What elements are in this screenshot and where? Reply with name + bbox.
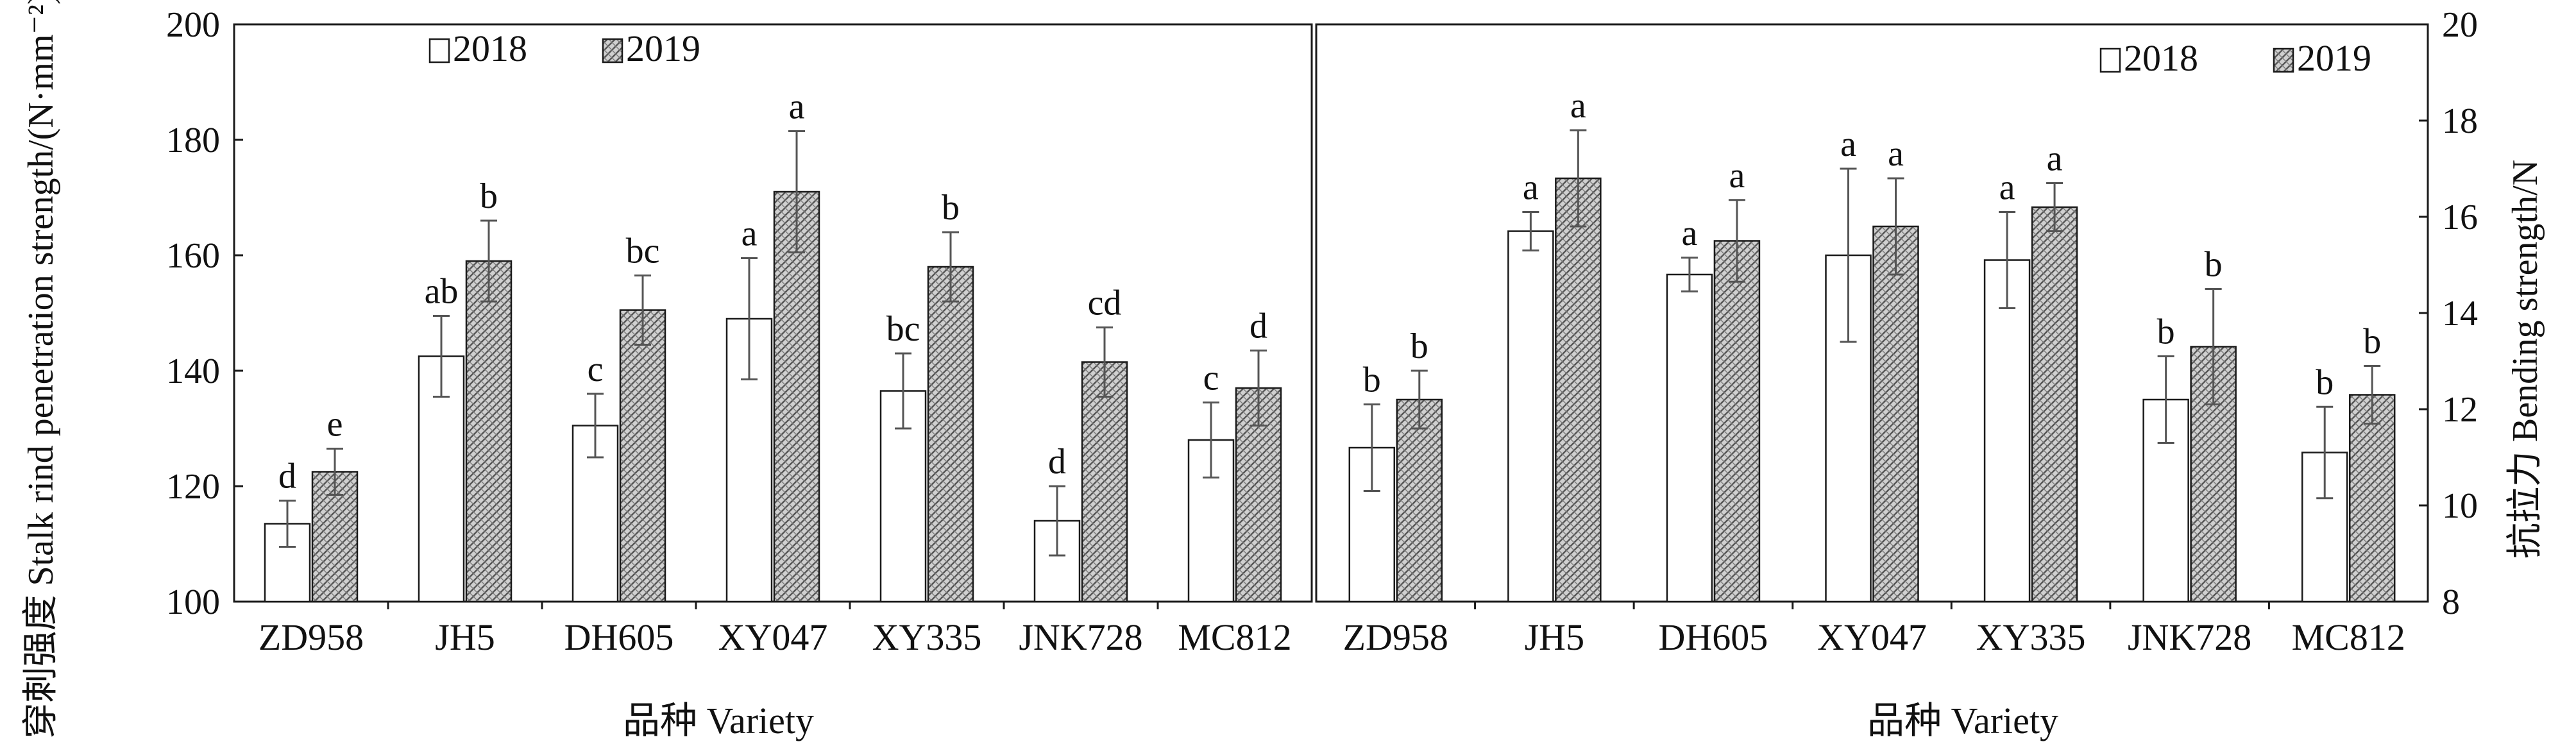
left-significance-letter: d [1048, 442, 1066, 482]
right-y-tick-label: 12 [2442, 390, 2478, 430]
left-x-tick-label: ZD958 [258, 616, 364, 658]
right-significance-letter: a [1681, 214, 1697, 253]
right-legend-swatch-2019 [2273, 47, 2294, 73]
right-x-tick-label: JNK728 [2128, 616, 2251, 658]
left-significance-letter: d [278, 457, 296, 496]
right-x-tick-label: DH605 [1659, 616, 1768, 658]
right-significance-letter: b [1363, 360, 1381, 400]
right-legend-swatch-2018 [2099, 47, 2121, 73]
right-y-tick-label: 16 [2442, 198, 2478, 237]
right-significance-letter: a [1840, 124, 1856, 164]
right-bar-2019-JH5 [1555, 177, 1602, 603]
left-bar-2019-JH5 [465, 260, 513, 603]
left-y-tick-label: 120 [166, 467, 220, 507]
left-significance-letter: d [1250, 307, 1267, 346]
left-y-tick-label: 200 [166, 5, 220, 45]
right-bar-2019-MC812 [2348, 394, 2396, 603]
left-plot-area: 100120140160180200ZD958deJH5abbDH605cbcX… [166, 5, 1313, 658]
left-significance-letter: bc [886, 309, 920, 349]
right-y-axis-label: 抗拉力 Bending strength/N [2505, 160, 2545, 559]
right-significance-letter: b [2316, 362, 2334, 402]
right-bar-2019-ZD958 [1396, 398, 1443, 603]
left-legend-swatch-2018 [428, 38, 450, 63]
left-significance-letter: ab [425, 272, 459, 312]
left-significance-letter: a [789, 87, 805, 127]
right-significance-letter: b [1411, 326, 1428, 366]
right-bar-2019-XY335 [2031, 206, 2078, 603]
left-legend-label-2019: 2019 [626, 28, 700, 69]
left-y-tick-label: 180 [166, 121, 220, 160]
right-bar-2019-XY047 [1872, 225, 1919, 603]
right-significance-letter: a [1999, 168, 2015, 208]
right-significance-letter: a [1523, 168, 1539, 208]
left-significance-letter: b [480, 176, 498, 216]
right-legend-label-2019: 2019 [2297, 37, 2371, 79]
left-bar-2018-DH605 [572, 425, 619, 603]
right-x-axis-label: 品种 Variety [1867, 700, 2058, 741]
right-bar-2018-ZD958 [1348, 446, 1396, 603]
left-significance-letter: b [942, 188, 960, 228]
left-significance-letter: c [1203, 359, 1219, 398]
left-x-axis-label: 品种 Variety [623, 700, 814, 741]
left-x-tick-label: XY047 [718, 616, 828, 658]
left-bar-2019-XY047 [773, 190, 820, 603]
right-bar-2019-DH605 [1713, 240, 1761, 603]
left-y-axis-label-cn: 穿刺强度 Stalk rind penetration strength/(N·… [21, 0, 61, 739]
left-bar-2019-XY335 [927, 266, 974, 603]
right-bar-2018-DH605 [1666, 273, 1713, 603]
right-significance-letter: a [1888, 134, 1904, 174]
left-plot-frame [233, 23, 1313, 603]
penetration-strength-chart: 100120140160180200ZD958deJH5abbDH605cbcX… [21, 0, 1313, 741]
right-bar-2018-JH5 [1507, 230, 1554, 603]
left-significance-letter: a [741, 214, 758, 254]
left-y-tick-label: 100 [166, 582, 220, 622]
right-x-tick-label: XY335 [1976, 616, 2086, 658]
left-significance-letter: cd [1088, 283, 1122, 323]
left-legend-swatch-2019 [602, 38, 623, 63]
left-significance-letter: e [327, 405, 343, 444]
right-significance-letter: b [2157, 312, 2175, 352]
left-x-tick-label: JNK728 [1019, 616, 1142, 658]
left-bar-2019-DH605 [619, 309, 666, 603]
right-significance-letter: a [1729, 156, 1745, 196]
left-significance-letter: bc [626, 232, 660, 271]
left-x-tick-label: JH5 [435, 616, 495, 658]
left-x-tick-label: XY335 [872, 616, 982, 658]
right-x-tick-label: XY047 [1817, 616, 1927, 658]
right-bar-2018-XY335 [1983, 259, 2031, 603]
right-legend-label-2018: 2018 [2124, 37, 2198, 79]
right-significance-letter: a [2047, 139, 2063, 179]
right-y-tick-label: 8 [2442, 582, 2460, 622]
right-y-tick-label: 14 [2442, 294, 2478, 334]
right-significance-letter: b [2363, 322, 2381, 362]
left-significance-letter: c [588, 350, 604, 389]
right-y-tick-label: 10 [2442, 486, 2478, 526]
right-x-tick-label: JH5 [1525, 616, 1584, 658]
right-y-tick-label: 18 [2442, 101, 2478, 141]
right-significance-letter: b [2205, 245, 2223, 285]
right-significance-letter: a [1570, 86, 1586, 126]
left-x-tick-label: MC812 [1178, 616, 1291, 658]
right-x-tick-label: MC812 [2292, 616, 2405, 658]
left-y-tick-label: 140 [166, 351, 220, 391]
left-x-tick-label: DH605 [564, 616, 674, 658]
left-bar-2019-JNK728 [1081, 361, 1128, 603]
right-x-tick-label: ZD958 [1343, 616, 1448, 658]
right-plot-frame [1315, 23, 2429, 603]
left-y-tick-label: 160 [166, 236, 220, 276]
left-legend-label-2018: 2018 [453, 28, 527, 69]
right-y-tick-label: 20 [2442, 5, 2478, 45]
